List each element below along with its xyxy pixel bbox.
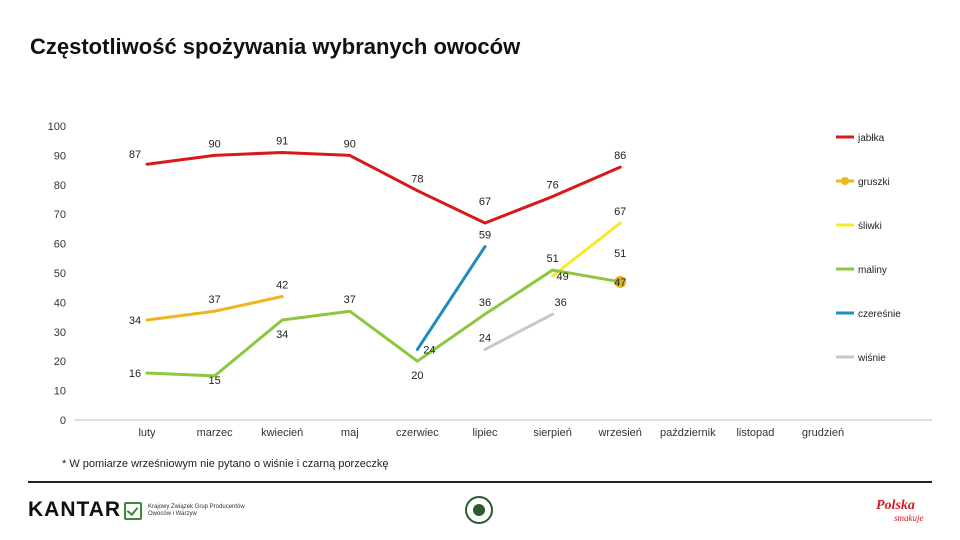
data-label: 34 xyxy=(129,315,141,327)
data-label: 37 xyxy=(208,294,220,306)
kzg-logo: Krajowy Związek Grup Producentów Owoców … xyxy=(124,502,253,520)
legend-label: jabłka xyxy=(857,133,885,144)
line-chart: 0 10 20 30 40 50 60 70 80 90 100 luty marzec kwiecie… xyxy=(48,121,932,439)
legend-label: czereśnie xyxy=(858,309,901,320)
x-tick-label: grudzień xyxy=(802,427,844,439)
legend-label: gruszki xyxy=(858,177,890,188)
x-tick-label: październik xyxy=(660,427,716,439)
series-lines xyxy=(145,150,627,378)
data-label: 91 xyxy=(276,135,288,147)
y-tick-label: 10 xyxy=(54,386,66,398)
x-tick-label: listopad xyxy=(736,427,774,439)
data-label: 47 xyxy=(614,277,626,289)
y-tick-label: 90 xyxy=(54,150,66,162)
smakuje-logo: smakuje xyxy=(894,513,924,523)
legend-label: wiśnie xyxy=(857,353,886,364)
y-tick-label: 80 xyxy=(54,180,66,192)
y-tick-label: 60 xyxy=(54,239,66,251)
y-tick-label: 20 xyxy=(54,356,66,368)
legend-label: śliwki xyxy=(858,221,882,232)
y-axis-ticks: 0 10 20 30 40 50 60 70 80 90 100 xyxy=(48,121,66,427)
polska-logo: Polska xyxy=(876,498,915,513)
y-tick-label: 70 xyxy=(54,209,66,221)
data-label: 15 xyxy=(208,375,220,387)
data-label: 67 xyxy=(614,206,626,218)
data-label: 59 xyxy=(479,230,491,242)
kantar-logo: KANTAR xyxy=(28,498,122,521)
series-line xyxy=(483,312,555,351)
series-line xyxy=(415,245,487,351)
kzg-name: Krajowy Związek Grup Producentów Owoców … xyxy=(148,504,245,517)
data-label: 78 xyxy=(411,174,423,186)
footnote: * W pomiarze wrześniowym nie pytano o wi… xyxy=(62,458,389,470)
data-label: 24 xyxy=(479,332,491,344)
x-tick-label: czerwiec xyxy=(396,427,439,439)
y-tick-label: 0 xyxy=(60,415,66,427)
series-line xyxy=(145,150,622,225)
series-line xyxy=(145,295,284,322)
y-tick-label: 50 xyxy=(54,268,66,280)
data-label: 16 xyxy=(129,368,141,380)
y-tick-label: 100 xyxy=(48,121,66,133)
data-label: 90 xyxy=(344,138,356,150)
legend-label: maliny xyxy=(858,265,887,276)
legend-swatch-dot xyxy=(841,177,849,185)
x-tick-label: luty xyxy=(138,427,156,439)
data-label: 49 xyxy=(556,271,568,283)
x-tick-label: marzec xyxy=(197,427,234,439)
x-tick-label: wrzesień xyxy=(597,427,641,439)
data-label: 36 xyxy=(479,297,491,309)
data-label: 51 xyxy=(546,253,558,265)
data-label: 42 xyxy=(276,280,288,292)
x-tick-label: sierpień xyxy=(533,427,572,439)
y-tick-label: 40 xyxy=(54,297,66,309)
x-axis-ticks: luty marzec kwiecień maj czerwiec lipiec sierp… xyxy=(138,427,844,439)
data-label: 20 xyxy=(411,370,423,382)
data-label: 24 xyxy=(423,344,435,356)
legend: jabłka gruszki śliwki maliny czereśnie wiśnie xyxy=(836,133,901,364)
data-label: 86 xyxy=(614,150,626,162)
data-label: 76 xyxy=(546,180,558,192)
data-labels: 87 90 91 90 78 67 76 86 34 37 42 47 49 67 16 15 34 37 20 36… xyxy=(129,135,626,386)
y-tick-label: 30 xyxy=(54,327,66,339)
x-tick-label: kwiecień xyxy=(261,427,303,439)
data-label: 87 xyxy=(129,149,141,161)
footer-divider xyxy=(28,481,932,483)
data-label: 90 xyxy=(208,138,220,150)
data-label: 36 xyxy=(554,297,566,309)
series-line xyxy=(145,268,622,378)
data-label: 51 xyxy=(614,248,626,260)
kzg-check-icon xyxy=(124,502,142,520)
data-label: 34 xyxy=(276,329,288,341)
x-tick-label: maj xyxy=(341,427,359,439)
data-label: 67 xyxy=(479,196,491,208)
chart-title: Częstotliwość spożywania wybranych owocó… xyxy=(30,34,521,59)
ministry-seal-icon xyxy=(465,496,493,524)
x-tick-label: lipiec xyxy=(472,427,498,439)
data-label: 37 xyxy=(344,294,356,306)
series-line xyxy=(551,221,622,278)
